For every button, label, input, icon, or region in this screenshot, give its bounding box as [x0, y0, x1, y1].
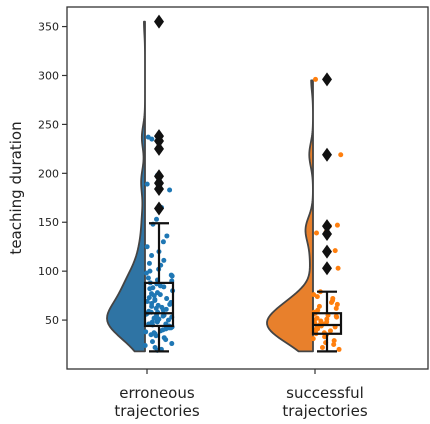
data-point: [169, 273, 175, 279]
data-point: [151, 293, 157, 299]
data-point: [338, 152, 344, 158]
data-point: [331, 342, 337, 348]
outlier-marker: [154, 169, 164, 184]
data-point: [335, 265, 341, 271]
data-point: [149, 303, 155, 309]
data-point: [143, 329, 149, 335]
x-category-label: erroneous trajectories: [114, 384, 200, 420]
iqr-box: [311, 312, 343, 335]
y-tick-label: 350: [38, 21, 59, 34]
data-point: [327, 328, 333, 334]
data-point: [332, 248, 338, 254]
data-point: [334, 222, 340, 228]
data-point: [160, 239, 166, 245]
y-axis: 50 100 150 200 250 300 350: [38, 21, 67, 327]
outlier-marker: [322, 226, 332, 241]
data-point: [165, 317, 171, 323]
data-point: [333, 305, 339, 311]
data-point: [169, 341, 175, 347]
x-category-label-line: erroneous: [119, 384, 195, 402]
data-point: [319, 344, 325, 350]
y-tick-label: 50: [45, 314, 59, 327]
data-point: [164, 233, 170, 239]
data-point: [161, 257, 167, 263]
data-point: [322, 334, 328, 340]
data-point: [334, 314, 340, 320]
data-point: [157, 292, 163, 298]
data-point: [161, 284, 167, 290]
data-point: [144, 181, 150, 187]
data-point: [310, 336, 316, 342]
data-point: [316, 303, 322, 309]
y-tick-label: 150: [38, 216, 59, 229]
x-category-label-line: trajectories: [282, 402, 368, 420]
y-tick-label: 200: [38, 167, 59, 180]
half-violin: [106, 20, 146, 353]
data-point: [145, 275, 151, 281]
outlier-marker: [154, 14, 164, 29]
data-point: [154, 319, 160, 325]
data-point: [160, 313, 166, 319]
data-point: [152, 298, 158, 304]
data-point: [314, 294, 320, 300]
data-point: [148, 332, 154, 338]
data-point: [146, 295, 152, 301]
data-point: [324, 319, 330, 325]
data-point: [314, 230, 320, 236]
data-point: [334, 301, 340, 307]
outlier-marker: [154, 129, 164, 144]
plot-area: [106, 14, 344, 353]
y-tick-label: 250: [38, 118, 59, 131]
data-point: [153, 305, 159, 311]
data-point: [313, 76, 319, 82]
outlier-marker: [322, 261, 332, 276]
y-tick-label: 100: [38, 265, 59, 278]
x-category-label: successful trajectories: [282, 384, 368, 420]
y-axis-label: teaching duration: [7, 121, 25, 254]
y-tick-label: 300: [38, 69, 59, 82]
data-point: [167, 187, 173, 193]
iqr-box: [143, 281, 175, 328]
outlier-marker: [322, 244, 332, 259]
half-violin: [266, 79, 314, 353]
outlier-marker: [322, 72, 332, 87]
data-point: [144, 244, 150, 250]
outlier-marker: [154, 141, 164, 156]
data-point: [153, 333, 159, 339]
data-point: [149, 136, 155, 142]
data-point: [146, 260, 152, 266]
data-point: [147, 286, 153, 292]
data-point: [336, 346, 342, 352]
outlier-marker: [322, 147, 332, 162]
data-point: [154, 216, 160, 222]
data-point: [328, 299, 334, 305]
data-point: [149, 253, 155, 259]
data-point: [167, 301, 173, 307]
data-point: [143, 270, 149, 276]
outlier-marker: [322, 219, 332, 234]
data-point: [142, 343, 148, 349]
data-point: [331, 338, 337, 344]
data-point: [163, 337, 169, 343]
x-category-label-line: successful: [286, 384, 364, 402]
outlier-marker: [154, 201, 164, 216]
data-point: [160, 307, 166, 313]
axes-frame: [66, 6, 429, 370]
x-category-label-line: trajectories: [114, 402, 200, 420]
data-point: [164, 296, 170, 302]
data-point: [149, 339, 155, 345]
